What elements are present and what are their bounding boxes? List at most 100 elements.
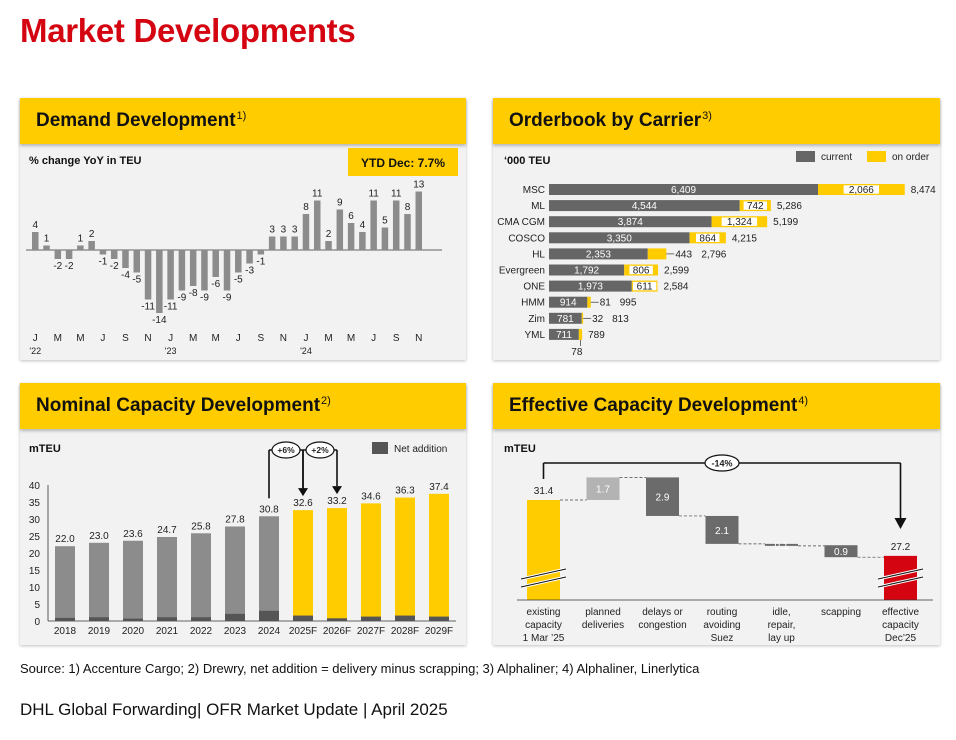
net-addition-bar xyxy=(157,617,177,621)
ytd-badge-label: YTD Dec: 7.7% xyxy=(361,156,445,170)
waterfall-bar xyxy=(705,515,739,544)
demand-value-label: -1 xyxy=(98,257,107,268)
demand-value-label: -2 xyxy=(110,261,119,272)
demand-value-label: 2 xyxy=(89,229,95,240)
nominal-unit-label: mTEU xyxy=(29,443,61,455)
demand-month-label: N xyxy=(280,333,287,344)
on-order-value-label: 742 xyxy=(747,201,764,212)
on-order-label-box xyxy=(843,184,880,195)
current-value-label: 781 xyxy=(557,314,574,325)
current-value-label: 3,350 xyxy=(607,233,632,244)
current-bar xyxy=(549,280,632,292)
year-label: 2026F xyxy=(323,626,351,637)
on-order-label-box xyxy=(742,200,768,211)
current-bar xyxy=(549,328,579,340)
capacity-value-label: 37.4 xyxy=(429,482,449,493)
waterfall-value-label: 27.2 xyxy=(891,542,911,553)
demand-bar xyxy=(178,250,186,291)
nominal-y-tick: 15 xyxy=(29,566,41,577)
demand-bar xyxy=(415,191,423,250)
demand-value-label: -9 xyxy=(200,293,209,304)
waterfall-bar xyxy=(824,545,858,558)
net-addition-bar xyxy=(191,617,211,621)
on-order-value-label: 2,066 xyxy=(849,185,874,196)
waterfall-value-label: 1.7 xyxy=(596,485,610,496)
carrier-label: CMA CGM xyxy=(497,217,545,228)
demand-bar xyxy=(110,250,118,259)
demand-value-label: -9 xyxy=(223,293,232,304)
demand-bar xyxy=(314,200,321,250)
waterfall-category-label: lay up xyxy=(768,633,795,644)
demand-year-label: '23 xyxy=(165,346,177,356)
waterfall-category-label: capacity xyxy=(525,620,562,631)
current-value-label: 2,353 xyxy=(586,249,611,260)
demand-month-label: S xyxy=(393,333,400,344)
bracket-bubble xyxy=(704,454,740,472)
capacity-bar xyxy=(191,533,211,621)
current-value-label: 3,874 xyxy=(618,217,643,228)
axis-break-mark xyxy=(520,568,567,580)
current-bar xyxy=(549,264,625,276)
demand-panel: Demand Development1) % change YoY in TEU… xyxy=(20,98,466,360)
capacity-value-label: 23.0 xyxy=(89,531,109,542)
demand-bar xyxy=(268,236,276,250)
demand-bar xyxy=(336,209,344,250)
axis-break-mark xyxy=(520,576,567,588)
waterfall-bar xyxy=(586,477,620,500)
nominal-y-tick: 35 xyxy=(29,498,41,509)
effective-chart: mTEU 31.4 existing capacity 1 Mar ’25 1.7 pla… xyxy=(504,443,933,644)
demand-month-label: J xyxy=(236,333,241,344)
nominal-chart: mTEU Net addition 0 5 10 15 20 25 30 35 40 22.0 20… xyxy=(29,441,456,637)
waterfall-value-label: 31.4 xyxy=(534,486,554,497)
capacity-bar xyxy=(361,503,381,621)
waterfall-category-label: idle, xyxy=(772,607,790,618)
capacity-value-label: 32.6 xyxy=(293,498,313,509)
demand-value-label: -1 xyxy=(256,257,265,268)
capacity-bar xyxy=(225,526,245,621)
capacity-value-label: 30.8 xyxy=(259,504,279,515)
legend-net-addition-swatch xyxy=(372,442,388,454)
current-value-label: 6,409 xyxy=(671,185,696,196)
net-addition-bar xyxy=(293,615,313,621)
nominal-panel: Nominal Capacity Development2) mTEU Net … xyxy=(20,383,466,645)
current-bar xyxy=(549,232,690,244)
capacity-value-label: 24.7 xyxy=(157,525,177,536)
demand-value-label: 3 xyxy=(292,225,298,236)
waterfall-value-label: 0.1 xyxy=(775,541,789,552)
on-order-label-box xyxy=(628,265,654,275)
demand-month-label: J xyxy=(371,333,376,344)
demand-value-label: -4 xyxy=(121,270,130,281)
total-value-label: 995 xyxy=(620,298,637,309)
waterfall-category-label: deliveries xyxy=(582,620,624,631)
nominal-y-tick: 30 xyxy=(29,515,41,526)
demand-value-label: 11 xyxy=(312,189,323,200)
current-bar xyxy=(549,312,582,324)
current-bar xyxy=(549,248,648,260)
year-label: 2023 xyxy=(224,626,247,637)
year-label: 2024 xyxy=(258,626,281,637)
bracket-label: -14% xyxy=(711,459,732,469)
demand-bar xyxy=(291,236,298,250)
on-order-value-label: 1,324 xyxy=(727,217,752,228)
demand-bar xyxy=(223,250,231,291)
waterfall-bar xyxy=(646,477,679,516)
on-order-value-label: 806 xyxy=(633,266,650,277)
legend-current-label: current xyxy=(821,152,852,163)
demand-bar xyxy=(325,241,332,250)
net-addition-bar xyxy=(123,618,143,621)
nominal-y-tick: 40 xyxy=(29,481,41,492)
capacity-value-label: 27.8 xyxy=(225,514,245,525)
on-order-value-label: 864 xyxy=(699,233,716,244)
demand-bar xyxy=(246,250,253,264)
demand-bar xyxy=(133,250,141,273)
waterfall-bar xyxy=(765,543,798,546)
net-addition-bar xyxy=(89,617,109,621)
demand-value-label: 1 xyxy=(78,234,84,245)
demand-month-label: M xyxy=(76,333,84,344)
page-title: Market Developments xyxy=(20,12,356,49)
net-addition-bar xyxy=(327,618,347,621)
demand-month-label: J xyxy=(303,333,308,344)
growth-label: +6% xyxy=(277,445,295,455)
net-addition-bar xyxy=(259,610,279,621)
growth-bubble xyxy=(305,441,335,459)
